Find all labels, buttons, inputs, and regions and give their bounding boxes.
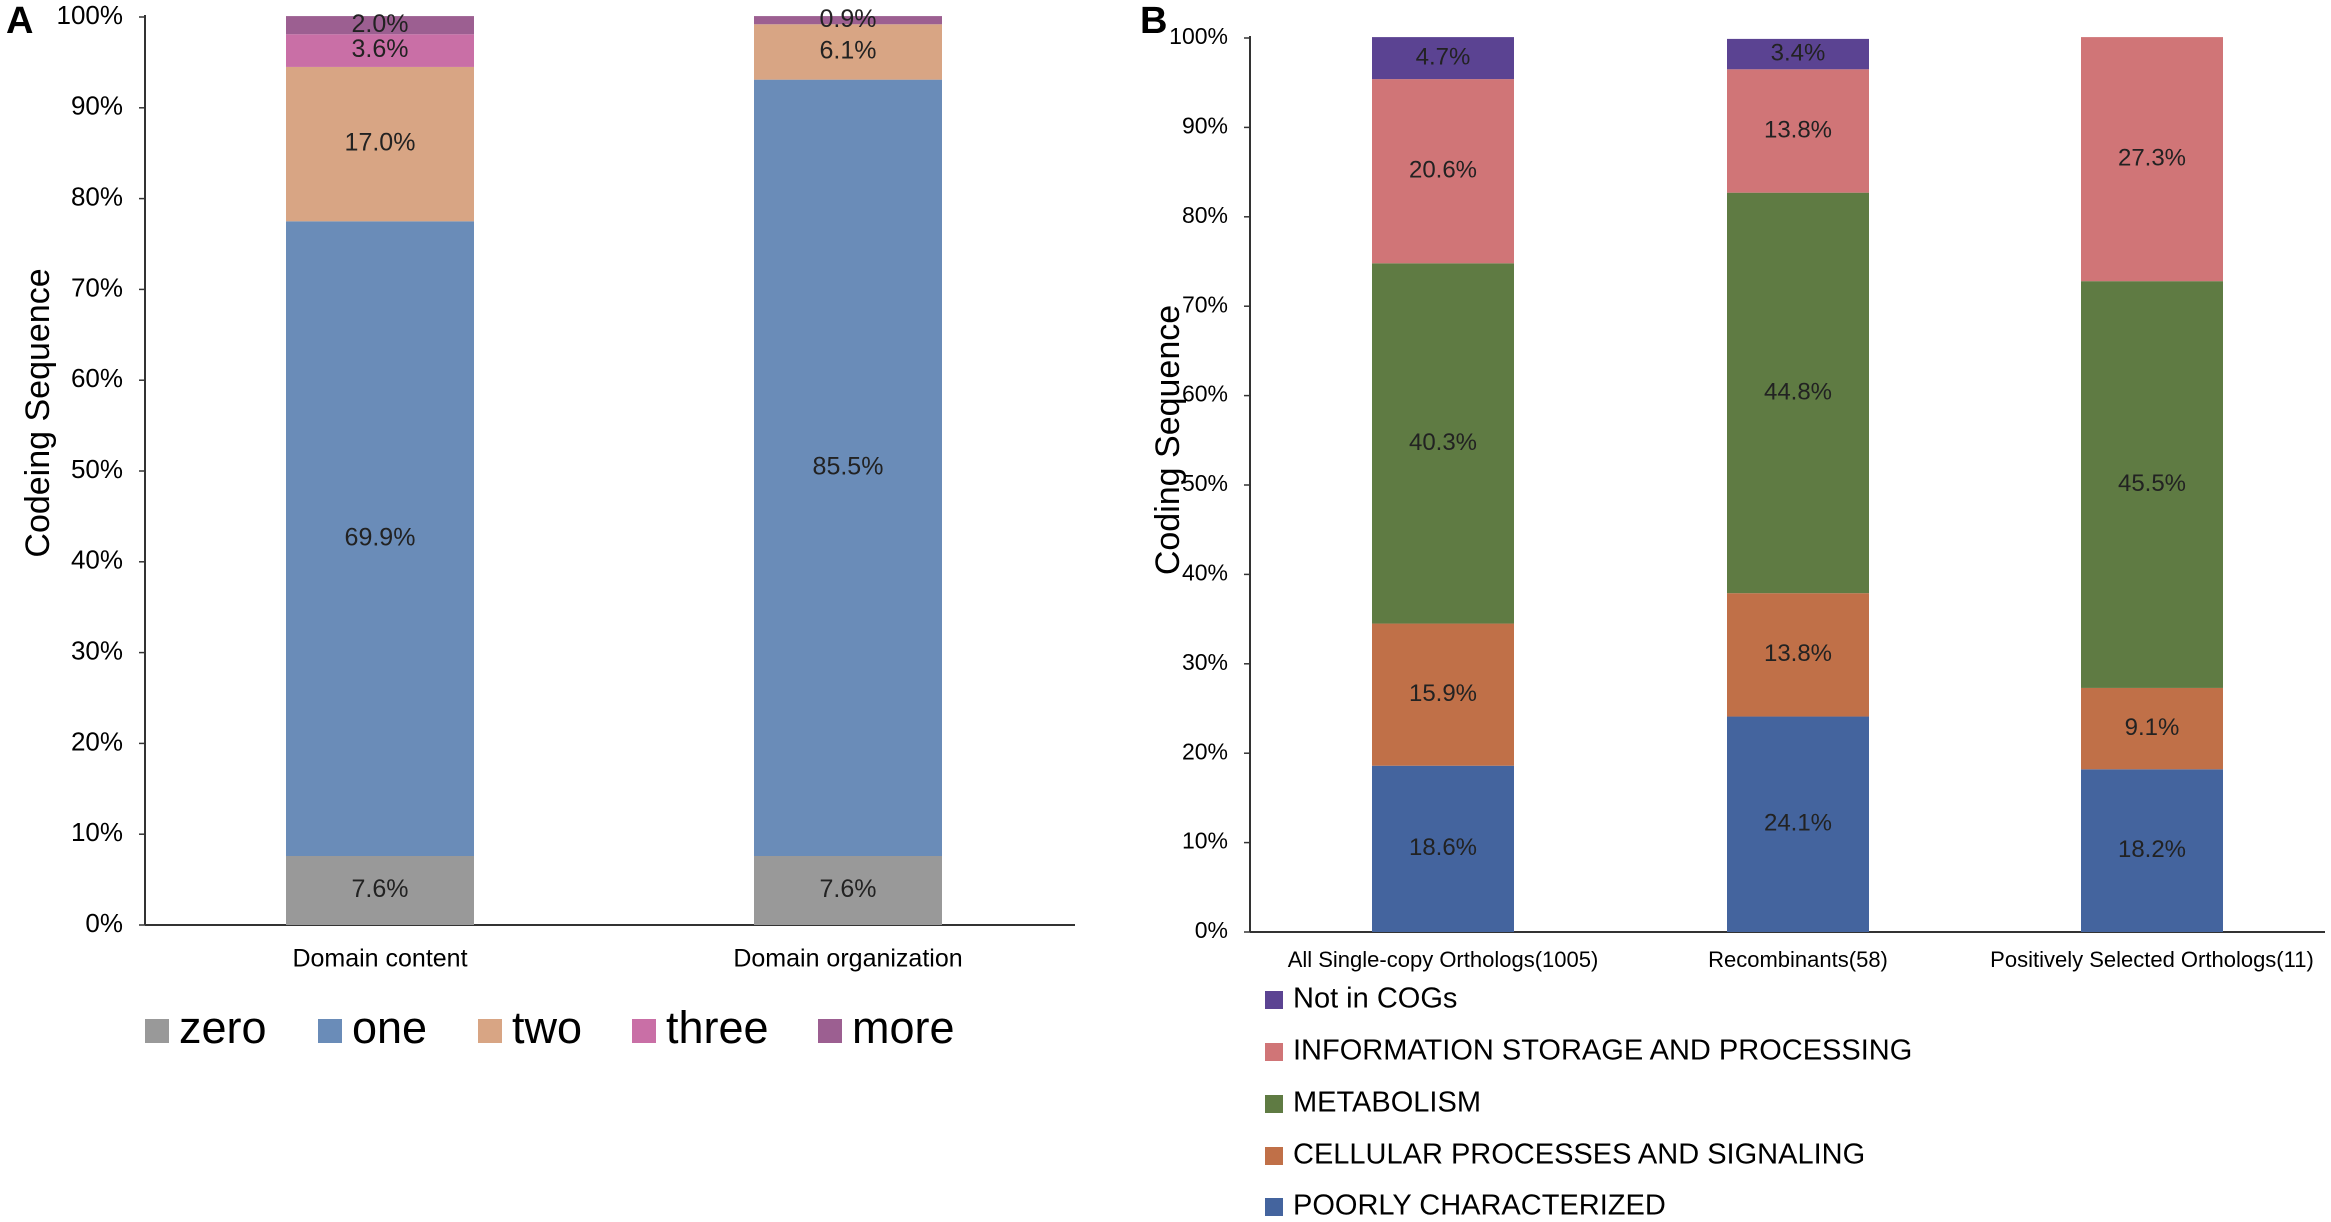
y-tick-label-b: 80%	[1182, 202, 1228, 228]
bar-segment-b	[1372, 263, 1514, 624]
bar-segment-a	[286, 34, 474, 67]
legend-swatch-b	[1265, 1198, 1283, 1216]
data-label-a: 2.0%	[352, 10, 409, 38]
data-label-b: 24.1%	[1764, 810, 1832, 837]
panel-label-a: A	[6, 0, 34, 42]
x-category-label-b: All Single-copy Orthologs(1005)	[1288, 947, 1599, 972]
y-tick-label-b: 70%	[1182, 291, 1228, 317]
x-category-label-a: Domain organization	[733, 945, 962, 973]
data-label-b: 45.5%	[2118, 470, 2186, 497]
data-label-b: 18.2%	[2118, 836, 2186, 863]
data-label-b: 4.7%	[1416, 43, 1471, 70]
legend-label-a: three	[666, 1002, 769, 1053]
y-tick-label-a: 50%	[71, 454, 123, 484]
legend-swatch-b	[1265, 1043, 1283, 1061]
y-tick-label-b: 0%	[1195, 917, 1228, 943]
legend-label-a: two	[512, 1002, 582, 1053]
data-label-a: 85.5%	[813, 452, 884, 480]
legend-swatch-a	[478, 1019, 502, 1043]
y-tick-label-b: 10%	[1182, 828, 1228, 854]
y-tick-label-a: 80%	[71, 181, 123, 211]
data-label-b: 20.6%	[1409, 157, 1477, 184]
legend-swatch-b	[1265, 1095, 1283, 1113]
data-label-b: 40.3%	[1409, 429, 1477, 456]
y-tick-label-b: 30%	[1182, 649, 1228, 675]
legend-swatch-b	[1265, 991, 1283, 1009]
x-category-label-a: Domain content	[292, 945, 467, 973]
legend-swatch-a	[145, 1019, 169, 1043]
y-tick-label-a: 40%	[71, 545, 123, 575]
y-tick-label-a: 100%	[57, 0, 124, 30]
legend-label-b: POORLY CHARACTERIZED	[1293, 1190, 1666, 1222]
bar-segment-b	[2081, 281, 2223, 688]
bar-segment-b	[2081, 769, 2223, 932]
legend-label-a: more	[852, 1002, 955, 1053]
y-tick-label-b: 60%	[1182, 381, 1228, 407]
data-label-a: 3.6%	[352, 35, 409, 63]
bar-segment-a	[754, 855, 942, 925]
data-label-b: 13.8%	[1764, 640, 1832, 667]
bar-segment-a	[754, 16, 942, 25]
legend-label-b: CELLULAR PROCESSES AND SIGNALING	[1293, 1139, 1865, 1171]
y-tick-label-a: 30%	[71, 635, 123, 665]
bar-segment-b	[1727, 192, 1869, 594]
y-axis-title-b: Coding Sequence	[1149, 305, 1187, 575]
panel-label-b: B	[1140, 0, 1168, 42]
data-label-b: 9.1%	[2125, 714, 2180, 741]
bar-segment-a	[286, 855, 474, 925]
y-tick-label-b: 100%	[1169, 23, 1228, 49]
bar-segment-b	[1727, 38, 1869, 70]
bar-segment-b	[2081, 687, 2223, 770]
legend-swatch-a	[818, 1019, 842, 1043]
bar-segment-b	[1727, 593, 1869, 717]
y-axis-title-a: Codeing Sequence	[19, 268, 57, 557]
x-category-label-b: Recombinants(58)	[1708, 947, 1888, 972]
data-label-a: 6.1%	[820, 37, 877, 65]
data-label-b: 18.6%	[1409, 834, 1477, 861]
bar-segment-a	[754, 24, 942, 80]
bar-segment-b	[1727, 716, 1869, 932]
x-category-label-b: Positively Selected Orthologs(11)	[1990, 947, 2314, 972]
legend-label-b: METABOLISM	[1293, 1087, 1481, 1119]
bar-segment-b	[1372, 79, 1514, 264]
bar-segment-a	[286, 221, 474, 856]
data-label-b: 13.8%	[1764, 116, 1832, 143]
y-tick-label-b: 40%	[1182, 559, 1228, 585]
data-label-b: 44.8%	[1764, 378, 1832, 405]
y-tick-label-a: 10%	[71, 817, 123, 847]
y-tick-label-a: 90%	[71, 91, 123, 121]
y-tick-label-a: 60%	[71, 363, 123, 393]
data-label-a: 7.6%	[820, 875, 877, 903]
legend-swatch-b	[1265, 1147, 1283, 1165]
bar-segment-b	[1727, 69, 1869, 193]
data-label-a: 0.9%	[820, 5, 877, 33]
data-label-a: 69.9%	[345, 523, 416, 551]
data-label-b: 27.3%	[2118, 144, 2186, 171]
bar-segment-a	[286, 66, 474, 222]
data-label-b: 3.4%	[1771, 39, 1826, 66]
legend-label-b: Not in COGs	[1293, 983, 1457, 1015]
y-tick-label-b: 20%	[1182, 738, 1228, 764]
y-tick-label-a: 70%	[71, 272, 123, 302]
bar-segment-a	[286, 16, 474, 35]
data-label-b: 15.9%	[1409, 680, 1477, 707]
legend-label-a: one	[352, 1002, 427, 1053]
legend-label-b: INFORMATION STORAGE AND PROCESSING	[1293, 1035, 1912, 1067]
bar-segment-b	[1372, 37, 1514, 80]
data-label-a: 17.0%	[345, 129, 416, 157]
legend-label-a: zero	[179, 1002, 267, 1053]
legend-swatch-a	[632, 1019, 656, 1043]
data-label-a: 7.6%	[352, 875, 409, 903]
y-tick-label-a: 0%	[85, 908, 123, 938]
bar-segment-b	[2081, 37, 2223, 282]
bar-segment-a	[754, 79, 942, 856]
y-tick-label-a: 20%	[71, 726, 123, 756]
y-tick-label-b: 50%	[1182, 470, 1228, 496]
bar-segment-b	[1372, 623, 1514, 766]
y-tick-label-b: 90%	[1182, 112, 1228, 138]
bar-segment-b	[1372, 765, 1514, 932]
legend-swatch-a	[318, 1019, 342, 1043]
